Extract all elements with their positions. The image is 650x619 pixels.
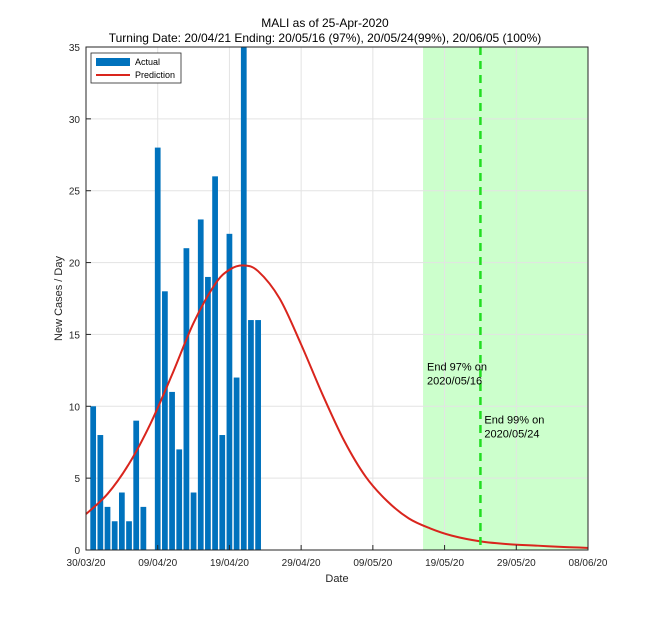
end-annotation: End 99% on 2020/05/24 [484,415,544,441]
actual-bar [248,320,254,550]
x-tick-label: 29/05/20 [497,558,536,569]
y-tick-label: 30 [69,115,81,126]
actual-bar [133,420,140,550]
actual-bar [255,320,261,550]
x-tick-label: 08/06/20 [569,558,608,569]
actual-bar [140,506,147,550]
annotation-line: End 97% on [427,361,487,373]
actual-bar [169,391,175,550]
actual-bar [183,248,190,550]
y-axis-label: New Cases / Day [53,256,65,341]
actual-bar [212,176,218,551]
actual-bar [90,406,97,550]
actual-bar [233,377,240,550]
x-tick-label: 30/03/20 [67,558,106,569]
end-annotation: End 97% on 2020/05/16 [427,361,487,387]
actual-bar [205,276,211,550]
y-tick-label: 5 [74,474,80,485]
y-tick-label: 20 [69,259,81,270]
x-tick-label: 19/05/20 [425,558,464,569]
x-tick-label: 19/04/20 [210,558,249,569]
chart-title: MALI as of 25-Apr-2020 [261,16,389,30]
actual-bar [111,521,118,550]
x-tick-label: 29/04/20 [282,558,321,569]
actual-bar [154,147,161,550]
chart-subtitle: Turning Date: 20/04/21 Ending: 20/05/16 … [108,31,542,45]
x-tick-label: 09/04/20 [138,558,177,569]
actual-bar [97,435,104,550]
x-tick-label: 09/05/20 [353,558,392,569]
actual-bar [176,449,183,550]
actual-bar [240,47,247,550]
y-tick-label: 15 [69,330,81,341]
actual-bar [219,435,226,550]
annotation-line: End 99% on [484,415,544,427]
axes-box [85,46,589,551]
y-tick-label: 25 [69,187,81,198]
end-region-shading [423,47,588,550]
annotation-line: 2020/05/16 [427,375,482,387]
actual-bar [104,506,111,550]
actual-bar [126,521,132,550]
legend-label-prediction: Prediction [135,70,175,80]
actual-bar [162,291,168,550]
annotation-line: 2020/05/24 [484,429,539,441]
actual-bar [118,492,125,550]
legend-swatch-actual [96,58,130,66]
actual-bar [190,492,197,550]
prediction-line [85,264,589,549]
actual-bar [197,219,204,550]
legend-label-actual: Actual [135,57,160,67]
y-tick-label: 0 [74,546,80,557]
x-axis-label: Date [325,573,348,585]
y-tick-label: 10 [69,402,81,413]
actual-bar [226,233,233,551]
y-tick-label: 35 [69,43,81,54]
